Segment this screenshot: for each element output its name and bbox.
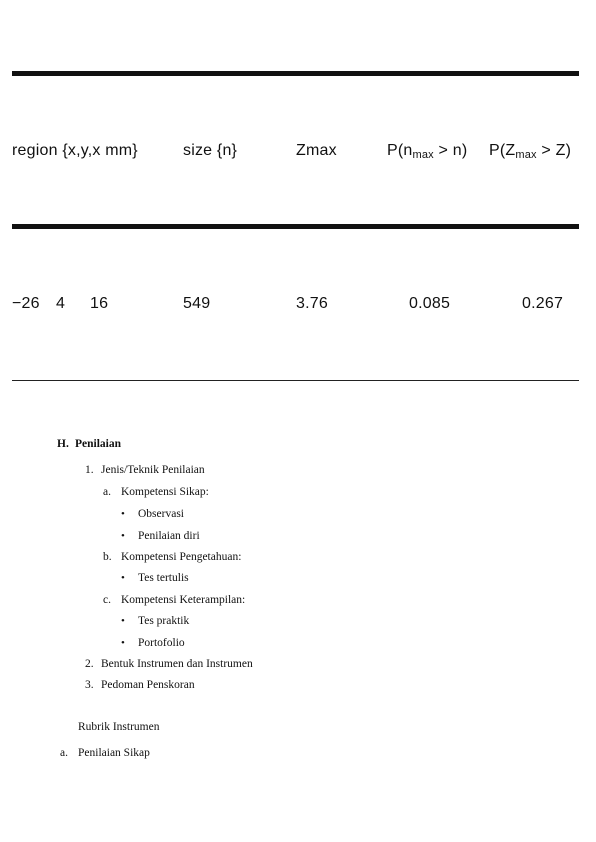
item-1a-text: Kompetensi Sikap:	[121, 486, 209, 498]
item-1a-bullet-1: Observasi	[138, 508, 184, 520]
header-p-nmax: P(nmax > n)	[387, 142, 468, 161]
cell-region-x: −26	[12, 295, 40, 312]
item-1c-letter: c.	[103, 594, 111, 606]
sub-a-text: Penilaian Sikap	[78, 747, 150, 759]
item-2-text: Bentuk Instrumen dan Instrumen	[101, 658, 253, 670]
item-3-number: 3.	[85, 679, 94, 691]
item-1c-bullet-2: Portofolio	[138, 637, 185, 649]
item-1b-text: Kompetensi Pengetahuan:	[121, 551, 242, 563]
item-1b-letter: b.	[103, 551, 112, 563]
cell-region-y: 4	[56, 295, 66, 312]
item-1b-bullet-1: Tes tertulis	[138, 572, 189, 584]
bullet-icon: •	[121, 508, 125, 520]
bullet-icon: •	[121, 615, 125, 627]
table-top-rule	[12, 71, 579, 76]
cell-p-nmax: 0.085	[409, 295, 451, 312]
header-region: region {x,y,x mm}	[12, 142, 138, 159]
bullet-icon: •	[121, 637, 125, 649]
cell-p-zmax: 0.267	[522, 295, 564, 312]
item-2-number: 2.	[85, 658, 94, 670]
cell-region-z: 16	[90, 295, 109, 312]
bullet-icon: •	[121, 530, 125, 542]
item-1a-letter: a.	[103, 486, 111, 498]
item-1c-text: Kompetensi Keterampilan:	[121, 594, 246, 606]
cell-size: 549	[183, 295, 211, 312]
bullet-icon: •	[121, 572, 125, 584]
item-1c-bullet-1: Tes praktik	[138, 615, 190, 627]
rubrik-heading: Rubrik Instrumen	[78, 721, 160, 733]
header-size: size {n}	[183, 142, 238, 159]
cell-zmax: 3.76	[296, 295, 328, 312]
item-1a-bullet-2: Penilaian diri	[138, 530, 200, 542]
section-h-number: H.	[57, 438, 69, 450]
section-h-title: Penilaian	[75, 438, 122, 450]
item-3-text: Pedoman Penskoran	[101, 679, 195, 691]
header-p-zmax: P(Zmax > Z)	[489, 142, 572, 161]
table-header-rule	[12, 224, 579, 229]
sub-a-letter: a.	[60, 747, 68, 759]
header-zmax: Zmax	[296, 142, 337, 159]
item-1-text: Jenis/Teknik Penilaian	[101, 464, 205, 476]
item-1-number: 1.	[85, 464, 94, 476]
table-bottom-rule	[12, 380, 579, 381]
